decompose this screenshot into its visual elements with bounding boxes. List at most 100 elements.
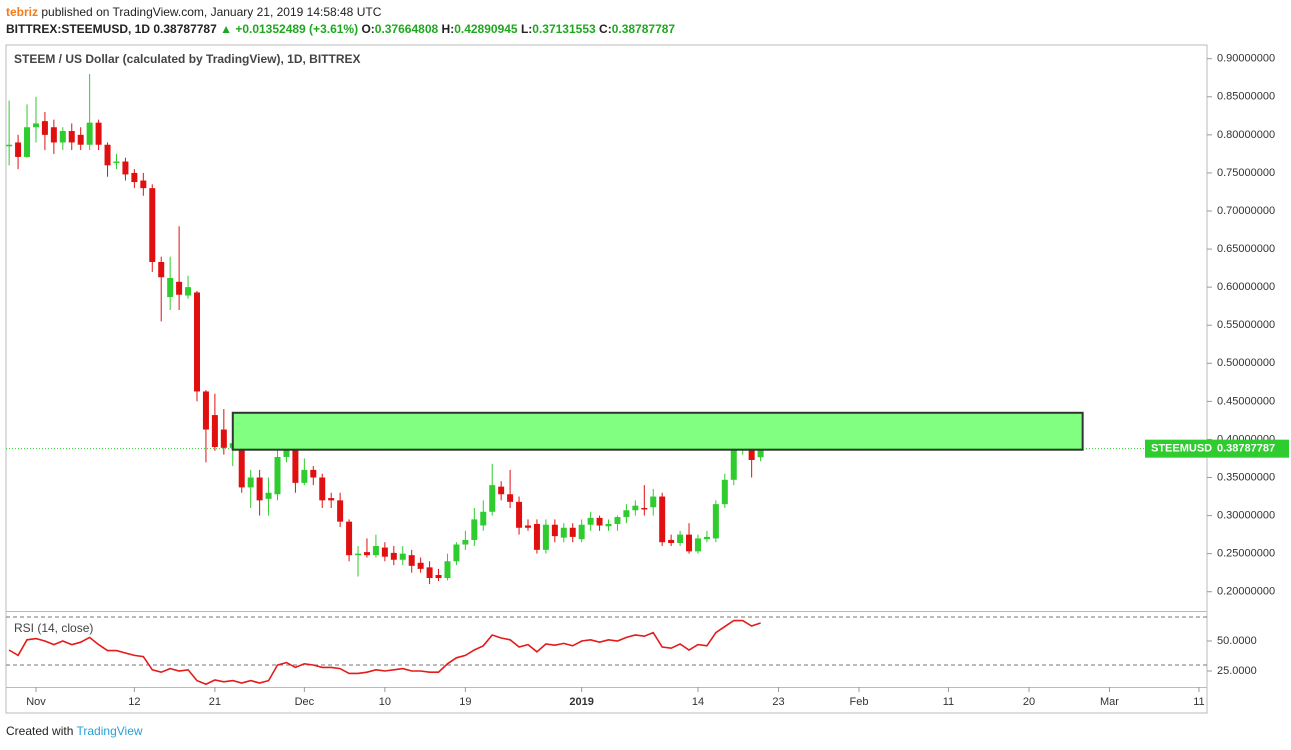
y-tick-label: 0.75000000: [1217, 167, 1275, 179]
candle-body: [632, 505, 639, 511]
x-tick-label: 10: [379, 696, 391, 708]
author[interactable]: tebriz: [6, 5, 39, 19]
candle-body: [757, 448, 764, 458]
chart-title: STEEM / US Dollar (calculated by Trading…: [14, 52, 361, 66]
x-tick-label: 2019: [569, 696, 593, 708]
ohlc-c: C:0.38787787: [599, 22, 675, 36]
candle-body: [507, 494, 514, 502]
candle-body: [149, 188, 156, 263]
candle-body: [95, 122, 102, 145]
candle-body: [489, 485, 496, 512]
last-price-label: 0.38787787: [1217, 443, 1275, 455]
y-tick-label: 50.0000: [1217, 635, 1257, 647]
candle-body: [596, 517, 603, 526]
x-tick-label: 11: [1193, 696, 1204, 708]
candle-body: [453, 544, 460, 562]
candle-body: [623, 510, 630, 518]
candle-body: [346, 521, 353, 556]
candle-body: [372, 546, 379, 556]
brand[interactable]: TradingView: [76, 724, 143, 738]
candle-body: [524, 525, 531, 528]
candle-body: [686, 534, 693, 552]
candle-body: [730, 447, 737, 480]
ohlc-label: C:: [599, 22, 612, 36]
footer: Created with TradingView: [6, 724, 143, 738]
candle-body: [462, 539, 469, 545]
candle-body: [551, 524, 558, 537]
published: published on TradingView.com, January 21…: [41, 5, 382, 19]
x-tick-label: Dec: [295, 696, 315, 708]
candle-body: [265, 492, 272, 499]
candle-body: [319, 477, 326, 501]
candle-body: [516, 501, 523, 528]
ohlc-value: 0.37131553: [532, 22, 596, 36]
ohlc-h: H:0.42890945: [442, 22, 518, 36]
candle-body: [614, 517, 621, 524]
ohlc-label: L:: [520, 22, 533, 36]
candle-body: [211, 415, 218, 448]
candle-body: [256, 477, 263, 501]
candle-body: [426, 567, 433, 579]
rsi-title: RSI (14, close): [14, 621, 93, 635]
candle-body: [140, 180, 147, 189]
candle-body: [668, 539, 675, 543]
candle-body: [390, 552, 397, 560]
candle-body: [283, 450, 290, 457]
candle-body: [185, 287, 192, 296]
candle-body: [274, 456, 281, 495]
ohlc-value: 0.37664808: [374, 22, 439, 36]
candle-body: [131, 172, 138, 183]
candle-body: [68, 131, 75, 143]
x-tick-label: 23: [772, 696, 784, 708]
candle-body: [721, 479, 728, 505]
ohlc-o: O:0.37664808: [361, 22, 438, 36]
x-tick-label: 19: [459, 696, 471, 708]
candle-body: [104, 144, 111, 166]
candle-body: [59, 131, 66, 143]
candle-body: [569, 527, 576, 537]
candle-body: [408, 555, 415, 566]
candle-body: [202, 391, 209, 430]
candle-body: [310, 469, 317, 478]
candle-body: [605, 523, 612, 527]
candle-body: [542, 524, 549, 550]
last: 0.38787787: [153, 22, 217, 36]
candle-body: [41, 121, 48, 135]
y-tick-label: 0.80000000: [1217, 129, 1275, 141]
candle-body: [247, 477, 254, 488]
ohlc-l: L:0.37131553: [521, 22, 596, 36]
candle-body: [24, 127, 31, 157]
candle-body: [158, 262, 165, 278]
candle-body: [471, 519, 478, 540]
candle-body: [328, 498, 335, 501]
x-tick-label: 14: [692, 696, 704, 708]
candle-body: [444, 561, 451, 579]
y-tick-label: 0.55000000: [1217, 319, 1275, 331]
candle-body: [32, 123, 39, 128]
candle-body: [50, 127, 57, 143]
frame: [5, 44, 1208, 714]
x-tick-label: 21: [209, 696, 221, 708]
x-tick-label: 20: [1023, 696, 1035, 708]
y-tick-label: 25.0000: [1217, 665, 1257, 677]
ohlc-value: 0.38787787: [611, 22, 676, 36]
footer-text: Created with: [6, 724, 74, 738]
candle-body: [560, 527, 567, 538]
y-tick-label: 0.60000000: [1217, 281, 1275, 293]
candle-body: [677, 534, 684, 543]
candle-body: [498, 486, 505, 495]
candle-body: [15, 142, 22, 157]
candle-body: [77, 134, 84, 145]
candle-body: [86, 122, 93, 145]
candle-body: [363, 552, 370, 556]
candle-body: [193, 292, 200, 392]
x-tick-label: 12: [128, 696, 140, 708]
change: ▲ +0.01352489 (+3.61%): [220, 22, 359, 36]
candle-body: [355, 553, 362, 556]
y-tick-label: 0.50000000: [1217, 357, 1275, 369]
candle-body: [176, 281, 183, 295]
candle-body: [337, 500, 344, 522]
candle-body: [238, 447, 245, 488]
candle-body: [578, 524, 585, 540]
symbol: BITTREX:STEEMUSD, 1D: [6, 22, 151, 36]
